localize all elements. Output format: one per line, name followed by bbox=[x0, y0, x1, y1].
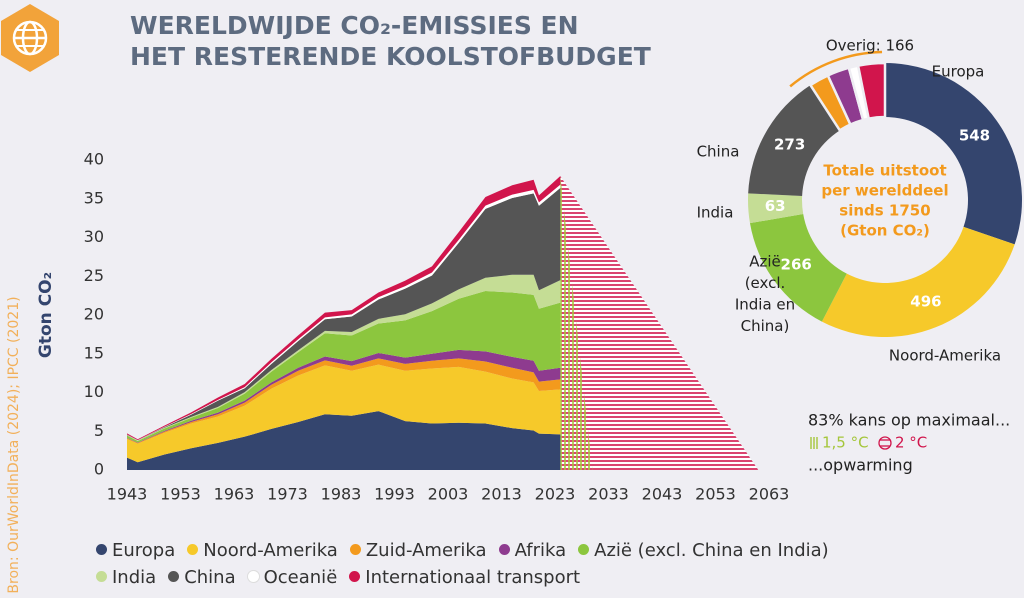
donut-slice bbox=[748, 193, 804, 224]
legend: Europa Noord-Amerika Zuid-Amerika Afrika Azi… bbox=[96, 537, 956, 591]
other-label: Overig: 166 bbox=[826, 37, 914, 55]
slice-label: Noord-Amerika bbox=[889, 347, 1001, 365]
legend-swatch bbox=[187, 544, 199, 555]
area bbox=[127, 364, 561, 463]
x-tick-label: 1973 bbox=[267, 485, 308, 504]
donut-center-label: (Gton CO₂) bbox=[840, 222, 930, 240]
x-tick-label: 2053 bbox=[695, 485, 736, 504]
legend-item: China bbox=[168, 564, 236, 591]
slice-value: 548 bbox=[959, 127, 990, 145]
legend-swatch bbox=[96, 544, 107, 555]
legend-item: Azië (excl. China en India) bbox=[578, 537, 829, 564]
legend-swatch bbox=[578, 544, 590, 555]
area bbox=[127, 411, 561, 470]
budget-area bbox=[560, 176, 593, 470]
legend-label: Noord-Amerika bbox=[203, 540, 338, 561]
legend-item: Zuid-Amerika bbox=[349, 537, 487, 564]
legend-swatch bbox=[247, 571, 259, 582]
slice-label: China) bbox=[741, 317, 790, 335]
y-tick-label: 35 bbox=[84, 188, 104, 207]
legend-label: China bbox=[184, 567, 236, 588]
legend-swatch bbox=[878, 436, 892, 450]
slice-label: China bbox=[697, 143, 740, 161]
legend-item: Internationaal transport bbox=[349, 564, 580, 591]
legend-swatch bbox=[498, 544, 510, 555]
slice-label: India bbox=[697, 204, 734, 222]
legend-item: Europa bbox=[96, 537, 175, 564]
donut-slice bbox=[885, 63, 1022, 245]
donut-slice bbox=[821, 226, 1015, 337]
slice-label: (excl. bbox=[745, 274, 786, 292]
slice-label: Europa bbox=[932, 63, 985, 81]
legend-label: Internationaal transport bbox=[365, 567, 581, 588]
legend-swatch bbox=[349, 571, 361, 582]
donut-slice bbox=[856, 61, 887, 121]
area bbox=[127, 187, 561, 441]
x-tick-label: 1963 bbox=[214, 485, 255, 504]
legend-row: Europa Noord-Amerika Zuid-Amerika Afrika Azi… bbox=[96, 537, 956, 564]
x-tick-label: 2063 bbox=[749, 485, 790, 504]
y-tick-label: 30 bbox=[84, 227, 104, 246]
area bbox=[127, 184, 561, 441]
x-tick-label: 2013 bbox=[481, 485, 522, 504]
slice-value: 63 bbox=[765, 197, 786, 215]
legend-label: Zuid-Amerika bbox=[365, 540, 487, 561]
y-tick-label: 5 bbox=[94, 421, 104, 440]
x-tick-label: 2023 bbox=[535, 485, 576, 504]
slice-label: Azië bbox=[749, 253, 781, 271]
y-tick-label: 20 bbox=[84, 305, 104, 324]
area bbox=[127, 290, 561, 443]
annotation: 83% kans op maximaal... bbox=[808, 411, 1010, 430]
y-tick-label: 40 bbox=[84, 150, 104, 169]
legend-swatch bbox=[349, 544, 361, 555]
x-tick-label: 1953 bbox=[160, 485, 201, 504]
area bbox=[127, 176, 561, 441]
x-tick-label: 2043 bbox=[642, 485, 683, 504]
chart-title: HET RESTERENDE KOOLSTOFBUDGET bbox=[130, 42, 651, 71]
legend-item: Noord-Amerika bbox=[187, 537, 338, 564]
chart-title: WERELDWIJDE CO₂-EMISSIES EN bbox=[130, 11, 579, 40]
x-tick-label: 1943 bbox=[107, 485, 148, 504]
y-tick-label: 25 bbox=[84, 266, 104, 285]
legend-label: 1,5 °C bbox=[822, 434, 869, 452]
annotation: ...opwarming bbox=[808, 456, 913, 475]
legend-item: India bbox=[96, 564, 156, 591]
legend-item: Afrika bbox=[498, 537, 567, 564]
legend-label: Azië (excl. China en India) bbox=[594, 540, 829, 561]
y-tick-label: 10 bbox=[84, 382, 104, 401]
donut-center-label: Totale uitstoot bbox=[823, 162, 946, 180]
logo-icon bbox=[1, 4, 59, 72]
donut-center-label: per werelddeel bbox=[821, 182, 948, 200]
donut-slice bbox=[749, 214, 847, 322]
source: Bron: OurWorldInData (2024); IPCC (2021) bbox=[6, 296, 22, 593]
legend-swatch bbox=[96, 571, 107, 582]
legend-label: Afrika bbox=[514, 540, 567, 561]
legend-item: Oceanië bbox=[247, 564, 338, 591]
y-axis-label: Gton CO₂ bbox=[36, 272, 56, 358]
area bbox=[127, 274, 561, 441]
donut-slice bbox=[748, 85, 840, 196]
legend-row: India China Oceanië Internationaal transpor… bbox=[96, 564, 956, 591]
legend-swatch bbox=[168, 571, 180, 582]
slice-value: 496 bbox=[910, 293, 941, 311]
donut-center-label: sinds 1750 bbox=[839, 202, 930, 220]
other-bracket bbox=[789, 50, 883, 88]
area bbox=[127, 349, 561, 443]
x-tick-label: 2033 bbox=[588, 485, 629, 504]
legend-label: Europa bbox=[112, 540, 176, 561]
x-tick-label: 1993 bbox=[374, 485, 415, 504]
legend-label: India bbox=[112, 567, 157, 588]
slice-value: 273 bbox=[774, 136, 805, 154]
x-tick-label: 1983 bbox=[321, 485, 362, 504]
y-tick-label: 15 bbox=[84, 343, 104, 362]
x-tick-label: 2003 bbox=[428, 485, 469, 504]
slice-value: 266 bbox=[781, 255, 812, 273]
y-tick-label: 0 bbox=[94, 460, 104, 479]
legend-label: Oceanië bbox=[263, 567, 338, 588]
legend-label: 2 °C bbox=[895, 434, 927, 452]
budget-area bbox=[560, 176, 759, 470]
slice-label: India en bbox=[735, 296, 795, 314]
